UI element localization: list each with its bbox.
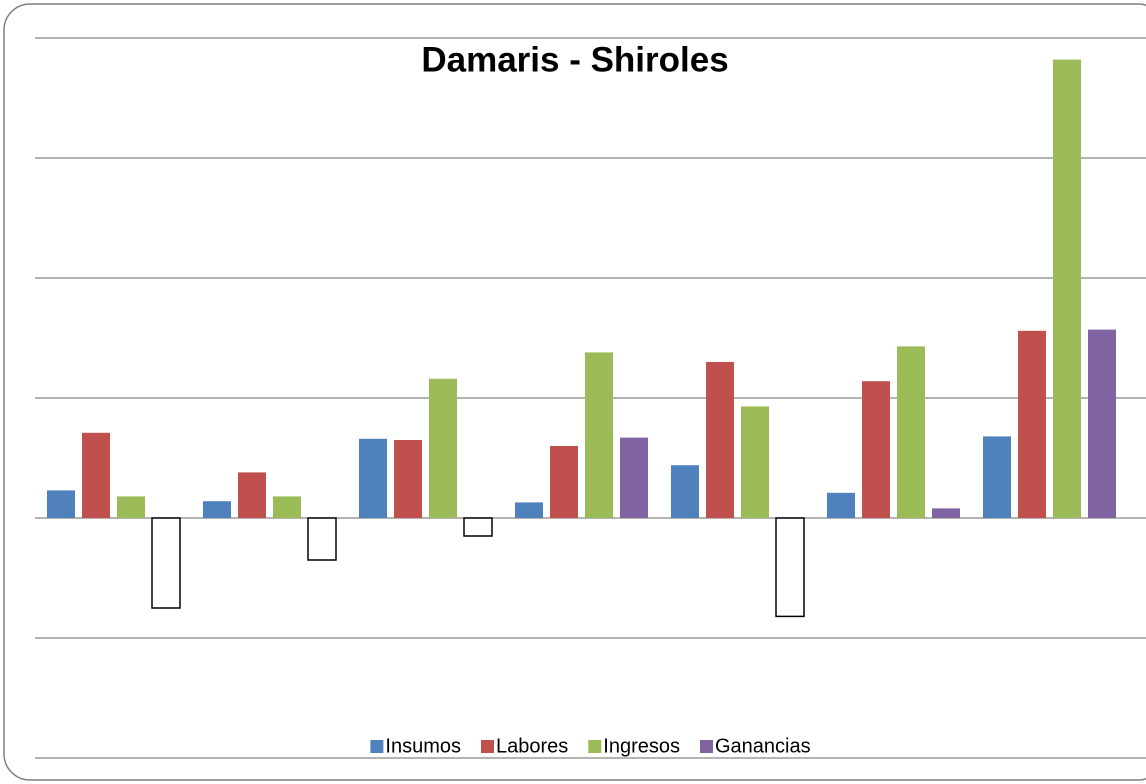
legend-swatch (588, 740, 602, 753)
chart-title: Damaris - Shiroles (421, 40, 728, 79)
bar (983, 436, 1011, 518)
bar (550, 446, 578, 518)
bar (307, 517, 337, 561)
legend-label: Ganancias (715, 735, 811, 757)
bar (585, 352, 613, 518)
bar (47, 490, 75, 518)
bar (359, 438, 387, 518)
bar (273, 496, 301, 518)
bar (1088, 329, 1116, 518)
bar (238, 472, 266, 518)
bar (897, 346, 925, 518)
bar (151, 517, 181, 609)
bar (1053, 59, 1081, 518)
bar (82, 432, 110, 518)
bar (827, 492, 855, 518)
bar (932, 508, 960, 518)
legend-swatch (699, 740, 713, 753)
bar (117, 496, 145, 518)
bar (741, 406, 769, 518)
bar (463, 517, 493, 537)
bar (515, 502, 543, 518)
bar (620, 437, 648, 518)
bar (671, 465, 699, 518)
chart-frame (3, 3, 1146, 781)
bar (862, 381, 890, 518)
bar (706, 362, 734, 518)
legend-swatch (480, 740, 494, 753)
bar (429, 378, 457, 518)
legend-label: Insumos (385, 735, 461, 757)
legend-swatch (370, 740, 384, 753)
bar (203, 501, 231, 518)
bar (394, 440, 422, 518)
bar (775, 517, 805, 618)
legend-label: Ingresos (603, 735, 680, 757)
bar (1018, 330, 1046, 518)
legend-label: Labores (496, 735, 568, 757)
